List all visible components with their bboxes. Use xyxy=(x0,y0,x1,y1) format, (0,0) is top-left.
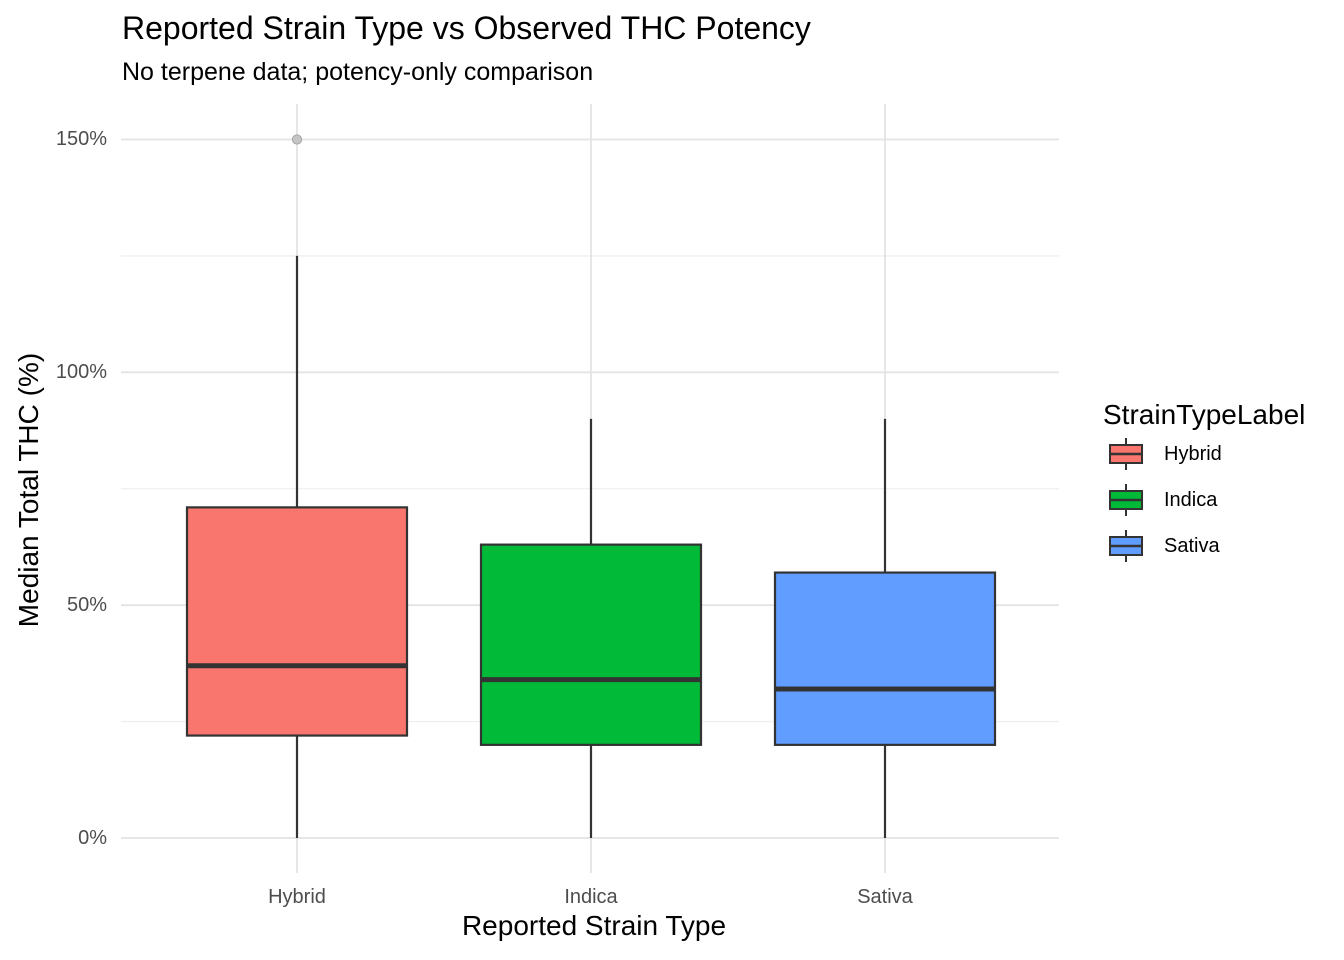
x-axis-title: Reported Strain Type xyxy=(461,910,727,941)
iqr-box xyxy=(773,571,997,746)
legend-label: Indica xyxy=(1164,488,1218,511)
iqr-box xyxy=(185,506,409,737)
boxplot-key-icon xyxy=(1109,530,1143,562)
boxplot-key-icon xyxy=(1109,438,1143,470)
boxplot-sativa xyxy=(773,418,997,838)
y-tick-label-50: 50% xyxy=(66,594,107,616)
legend-entry-sativa: Sativa xyxy=(1103,523,1343,569)
legend-label: Hybrid xyxy=(1164,442,1222,465)
x-tick-label-sativa: Sativa xyxy=(857,886,913,908)
legend: StrainTypeLabel Hybrid Indica S xyxy=(1103,399,1343,569)
legend-entry-hybrid: Hybrid xyxy=(1103,431,1343,477)
chart-title: Reported Strain Type vs Observed THC Pot… xyxy=(122,10,811,46)
boxplot-indica xyxy=(479,418,703,838)
y-tick-label-0: 0% xyxy=(78,827,107,849)
outlier-point xyxy=(291,134,303,145)
boxplot-hybrid xyxy=(185,134,409,838)
iqr-box xyxy=(479,543,703,746)
boxplot-key-icon xyxy=(1109,484,1143,516)
y-axis-title: Median Total THC (%) xyxy=(13,352,44,628)
legend-label: Sativa xyxy=(1164,534,1220,557)
legend-entry-indica: Indica xyxy=(1103,477,1343,523)
y-tick-label-150: 150% xyxy=(55,128,107,150)
y-tick-label-100: 100% xyxy=(55,361,107,383)
chart-subtitle: No terpene data; potency-only comparison xyxy=(122,58,594,86)
legend-title: StrainTypeLabel xyxy=(1103,399,1306,430)
x-tick-label-indica: Indica xyxy=(564,886,618,908)
x-tick-label-hybrid: Hybrid xyxy=(268,886,326,908)
